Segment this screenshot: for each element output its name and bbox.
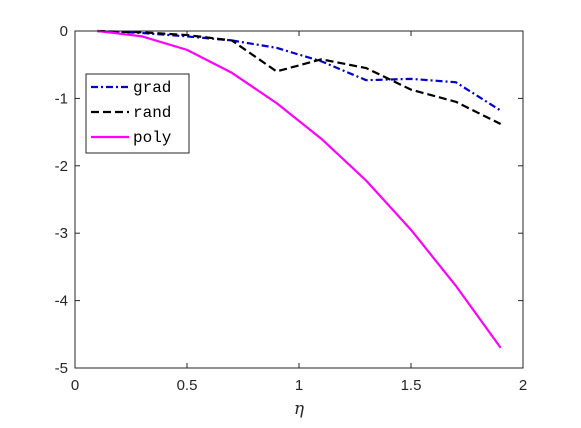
- y-tick-label: -5: [55, 360, 68, 377]
- x-axis-label: η: [294, 399, 305, 419]
- legend-label-grad: grad: [133, 79, 171, 97]
- legend-label-rand: rand: [133, 104, 171, 122]
- y-tick-label: 0: [60, 23, 68, 40]
- y-tick-label: -1: [55, 90, 68, 107]
- x-tick-label: 2: [519, 377, 527, 394]
- x-tick-label: 0.5: [177, 377, 198, 394]
- x-tick-label: 0: [71, 377, 79, 394]
- y-tick-label: -3: [55, 225, 68, 242]
- series-layer: [97, 29, 502, 349]
- legend: grad rand poly: [85, 73, 190, 154]
- legend-box: [85, 73, 190, 154]
- y-tick-label: -4: [55, 293, 68, 310]
- legend-label-poly: poly: [133, 129, 172, 147]
- x-tick-label: 1: [295, 377, 303, 394]
- tick-layer: 0 0.5 1 1.5 2 0 -1 -2 -3 -4 -5: [55, 23, 528, 394]
- x-tick-label: 1.5: [401, 377, 422, 394]
- series-line-rand: [97, 29, 502, 125]
- series-line-poly: [97, 29, 502, 349]
- y-tick-label: -2: [55, 158, 68, 175]
